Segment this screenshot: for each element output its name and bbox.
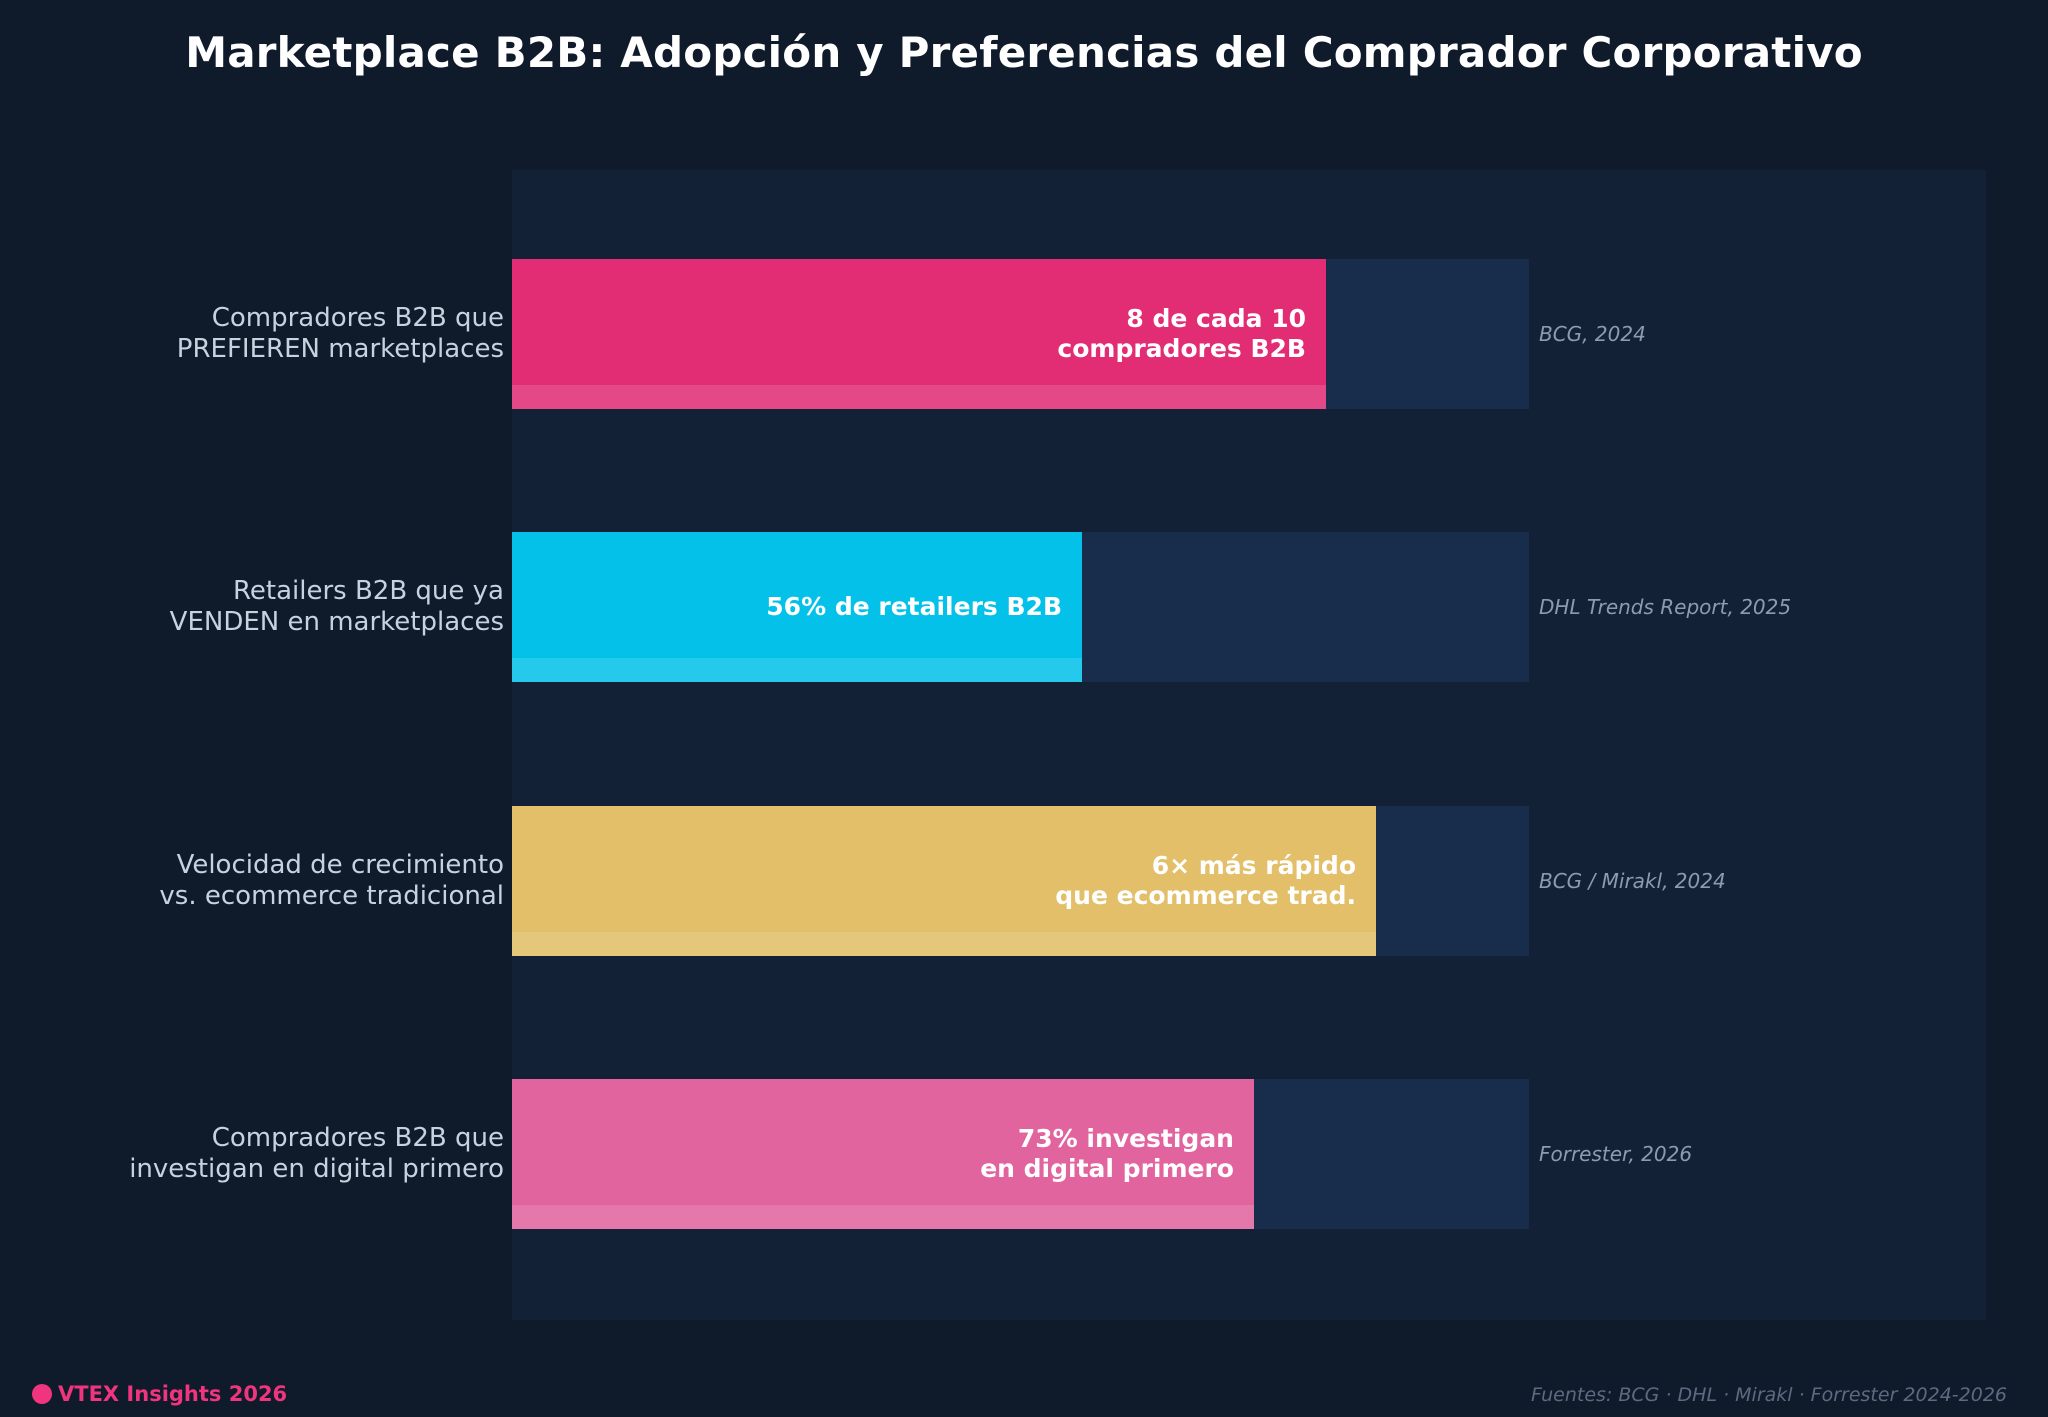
bar-track: 6× más rápido que ecommerce trad. [512,806,1529,956]
bar: 73% investigan en digital primero [512,1079,1254,1229]
bar-value-label: 8 de cada 10 compradores B2B [1057,304,1306,363]
bar-value-label: 6× más rápido que ecommerce trad. [1055,851,1356,910]
brand-label: VTEX Insights 2026 [58,1382,288,1406]
brand-badge: VTEX Insights 2026 [32,1382,287,1406]
bar-track: 56% de retailers B2B [512,532,1529,682]
category-label: Velocidad de crecimiento vs. ecommerce t… [159,850,504,911]
bar-track: 73% investigan en digital primero [512,1079,1529,1229]
category-label: Retailers B2B que ya VENDEN en marketpla… [169,576,504,637]
bar-highlight [512,658,1082,682]
source-label: DHL Trends Report, 2025 [1539,595,1792,619]
category-label: Compradores B2B que PREFIEREN marketplac… [176,303,504,364]
source-label: BCG, 2024 [1539,322,1646,346]
bar-highlight [512,932,1376,956]
brand-dot-icon [32,1384,52,1404]
source-label: BCG / Mirakl, 2024 [1539,869,1726,893]
bar: 56% de retailers B2B [512,532,1082,682]
bar-value-label: 73% investigan en digital primero [980,1124,1234,1183]
footer-sources: Fuentes: BCG · DHL · Mirakl · Forrester … [1530,1384,2007,1406]
bar-track: 8 de cada 10 compradores B2B [512,259,1529,409]
bar-highlight [512,1205,1254,1229]
source-label: Forrester, 2026 [1539,1142,1693,1166]
bar: 8 de cada 10 compradores B2B [512,259,1326,409]
bar: 6× más rápido que ecommerce trad. [512,806,1376,956]
chart-title: Marketplace B2B: Adopción y Preferencias… [185,28,1863,77]
bar-value-label: 56% de retailers B2B [766,592,1062,621]
category-label: Compradores B2B que investigan en digita… [129,1123,504,1184]
bar-highlight [512,385,1326,409]
